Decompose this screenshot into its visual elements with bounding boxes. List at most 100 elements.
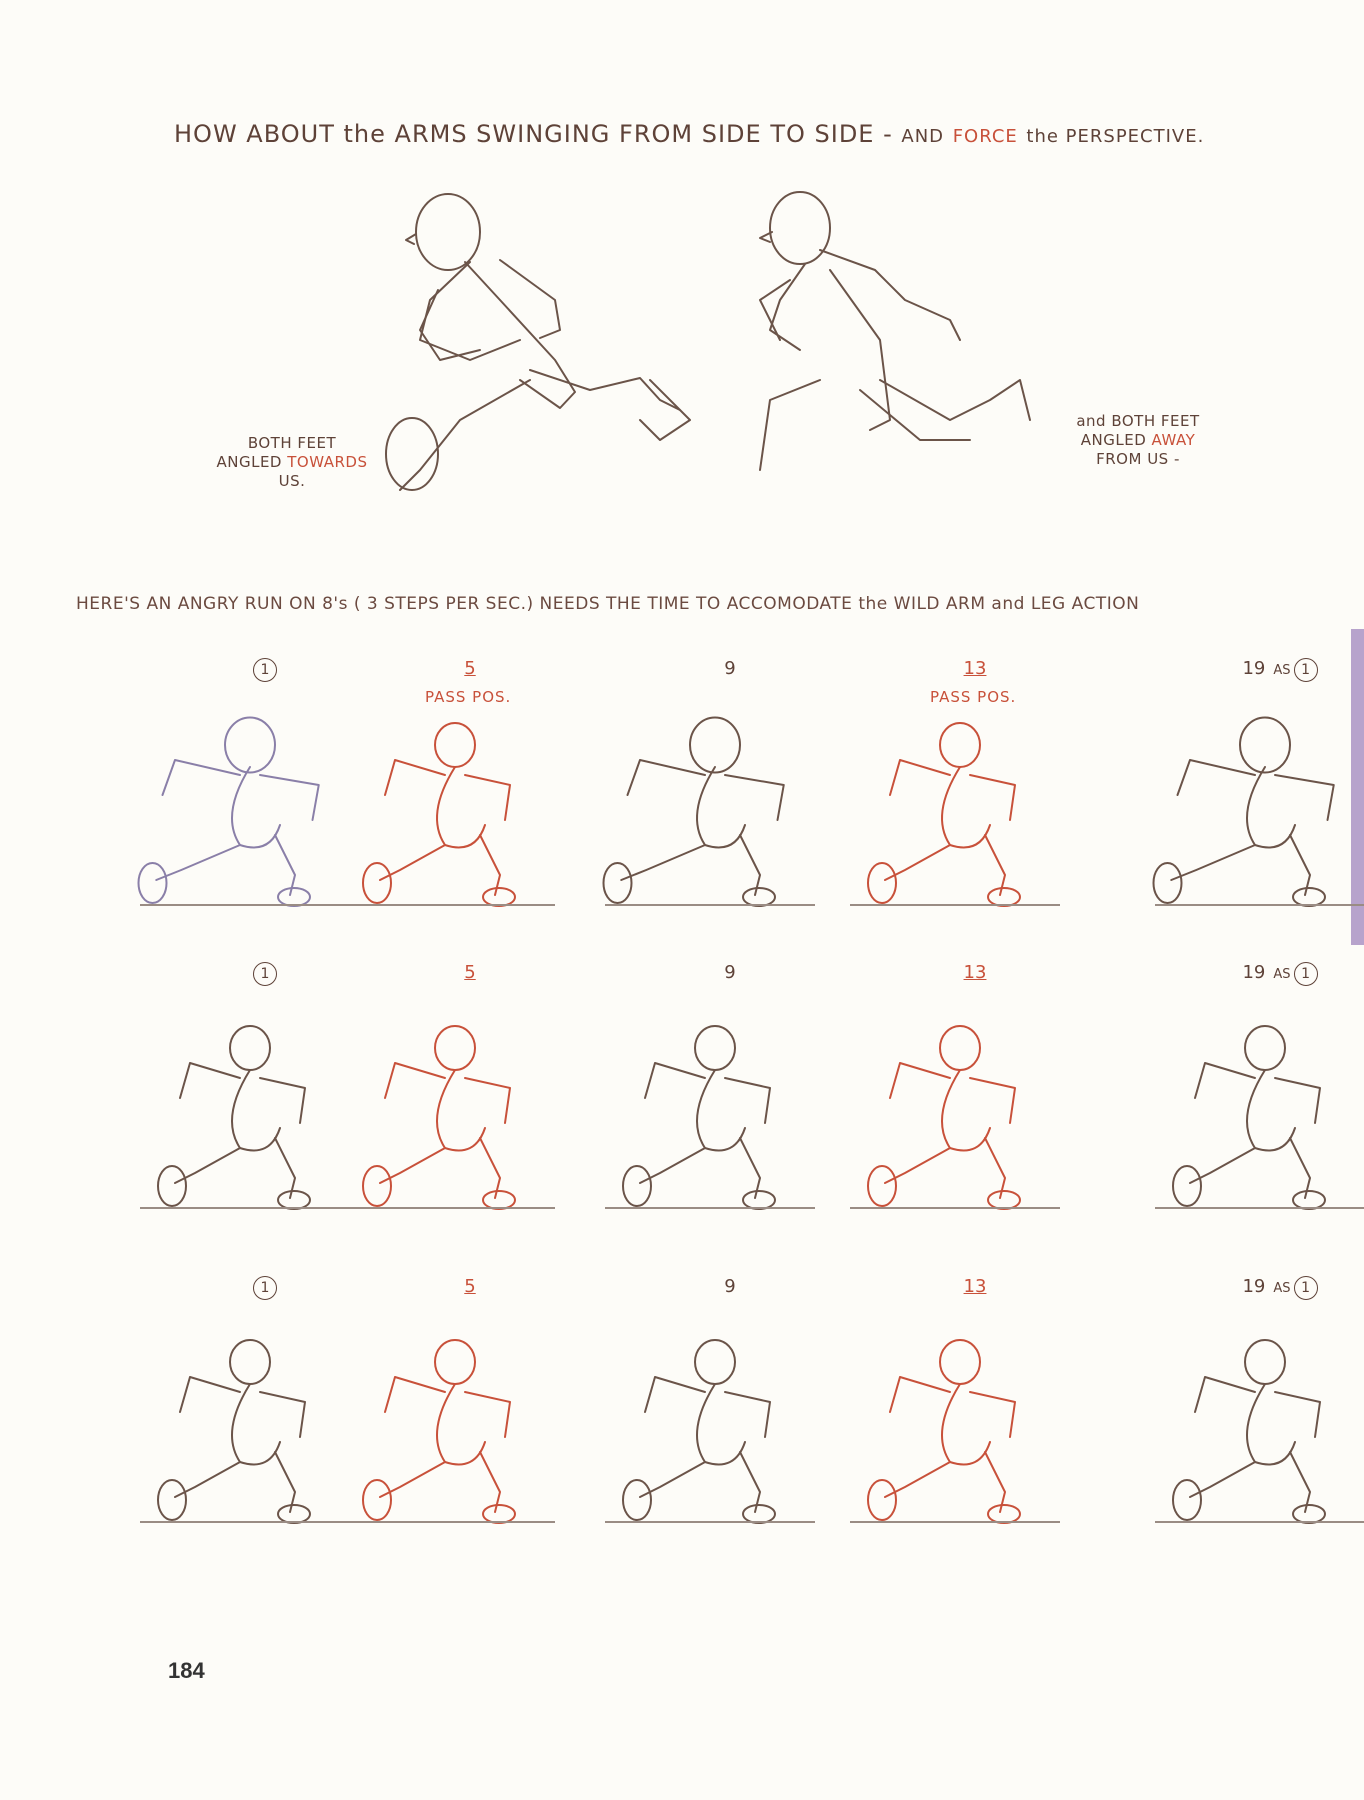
sketch-leg-left (379, 844, 446, 881)
frame-number: 1 (253, 658, 277, 682)
runner-sketch-row3-1 (140, 1339, 350, 1524)
frame-label-row1-1: 1 (220, 658, 310, 682)
heading-top: HOW ABOUT the ARMS SWINGING FROM SIDE TO… (174, 120, 1204, 148)
sketch-foot-left (1172, 1165, 1202, 1207)
sketch-torso (696, 766, 746, 849)
sketch-arm-right (1274, 774, 1335, 821)
runner-sketch-row1-4 (850, 722, 1060, 907)
sketch-leg-right (984, 1451, 1006, 1513)
runner-right-drawing (759, 191, 1031, 471)
runner-left-drawing (385, 193, 691, 491)
heading-top-force: FORCE (952, 126, 1018, 147)
frame-as-number: 1 (1293, 1276, 1318, 1300)
sketch-head (224, 716, 276, 774)
heading-angry-run: HERE'S AN ANGRY RUN ON 8's ( 3 STEPS PER… (76, 594, 1140, 614)
frame-number: 9 (724, 962, 736, 983)
frame-number: 9 (724, 1276, 736, 1297)
runner-sketch-row1-2 (345, 722, 555, 907)
sketch-foot-right (987, 887, 1021, 907)
frame-as-number: 1 (1293, 962, 1318, 986)
sketch-arm-right (1274, 1391, 1321, 1438)
note-right-line2a: ANGLED (1080, 431, 1147, 449)
heading-top-part1: HOW ABOUT the ARMS SWINGING FROM SIDE TO… (174, 120, 893, 148)
sketch-torso (941, 766, 991, 849)
frame-number: 1 (253, 1276, 277, 1300)
sketch-foot-right (742, 887, 776, 907)
runner-sketch-row2-5 (1155, 1025, 1364, 1210)
runner-sketch-row2-2 (345, 1025, 555, 1210)
sketch-foot-left (1152, 862, 1183, 904)
heading-top-part2: AND (901, 126, 945, 147)
sketch-leg-left (1170, 844, 1256, 881)
sketch-foot-right (1292, 887, 1326, 907)
runner-sketch-row3-3 (605, 1339, 815, 1524)
sketch-foot-left (362, 1165, 392, 1207)
note-left-line2a: ANGLED (216, 453, 282, 471)
sketch-arm-left (161, 759, 241, 796)
sketch-head (694, 1339, 736, 1385)
runner-sketch-row1-3 (602, 716, 815, 907)
sketch-arm-right (724, 1391, 771, 1438)
sketch-torso (941, 1069, 991, 1152)
sketch-torso (436, 766, 486, 849)
frame-pass-note: PASS POS. (930, 688, 1017, 706)
sketch-foot-right (1292, 1190, 1326, 1210)
sketch-foot-right (1292, 1504, 1326, 1524)
sketch-torso (231, 1383, 281, 1466)
sketch-arm-left (384, 1376, 446, 1413)
sketch-leg-right (479, 1451, 501, 1513)
sketch-arm-left (1176, 759, 1256, 796)
frame-as-number: 1 (1293, 658, 1318, 682)
sketch-foot-right (277, 1190, 311, 1210)
frame-as-label: AS (1273, 967, 1291, 982)
frame-number: 9 (724, 658, 736, 679)
sketch-foot-right (742, 1504, 776, 1524)
sketch-foot-right (482, 887, 516, 907)
sketch-head (939, 1339, 981, 1385)
runner-sketch-row3-4 (850, 1339, 1060, 1524)
note-left-line3: US. (278, 472, 306, 490)
sketch-torso (436, 1383, 486, 1466)
frame-number: 19 (1242, 658, 1266, 679)
frame-label-row2-4: 13 (930, 962, 1020, 983)
sketch-arm-right (464, 1077, 511, 1124)
sketch-foot-left (157, 1165, 187, 1207)
sketch-leg-right (1289, 834, 1311, 896)
sketch-arm-left (889, 759, 951, 796)
sketch-leg-left (639, 1461, 706, 1498)
sketch-leg-left (884, 1147, 951, 1184)
sketch-head (694, 1025, 736, 1071)
frame-label-row2-3: 9 (685, 962, 775, 983)
sketch-arm-left (644, 1062, 706, 1099)
sketch-head (434, 1339, 476, 1385)
note-left-towards: TOWARDS (287, 453, 368, 471)
sketch-torso (231, 766, 281, 849)
sketch-foot-right (277, 1504, 311, 1524)
runner-sketch-row2-3 (605, 1025, 815, 1210)
sketch-arm-left (384, 1062, 446, 1099)
sketch-leg-left (884, 844, 951, 881)
sketch-arm-right (259, 1391, 306, 1438)
sketch-leg-right (479, 1137, 501, 1199)
runner-sketch-row1-1 (137, 716, 350, 907)
page-edge-tab (1351, 629, 1364, 945)
sketch-foot-right (987, 1504, 1021, 1524)
note-right-line2: ANGLED AWAY (1058, 431, 1218, 450)
runner-sketch-row3-2 (345, 1339, 555, 1524)
sketch-leg-left (639, 1147, 706, 1184)
sketch-arm-right (969, 774, 1016, 821)
sketch-foot-right (987, 1190, 1021, 1210)
sketch-arm-right (724, 1077, 771, 1124)
frame-number: 5 (464, 658, 476, 679)
sketch-head (229, 1339, 271, 1385)
sketch-foot-left (622, 1165, 652, 1207)
sketch-head (1244, 1339, 1286, 1385)
frame-label-row1-3: 9 (685, 658, 775, 679)
frame-label-row2-5: 19 AS 1 (1235, 962, 1325, 986)
sketch-arm-right (724, 774, 785, 821)
sketch-foot-left (867, 862, 897, 904)
sketch-torso (231, 1069, 281, 1152)
sketch-foot-left (157, 1479, 187, 1521)
sketch-leg-left (1189, 1461, 1256, 1498)
sketch-leg-right (479, 834, 501, 896)
